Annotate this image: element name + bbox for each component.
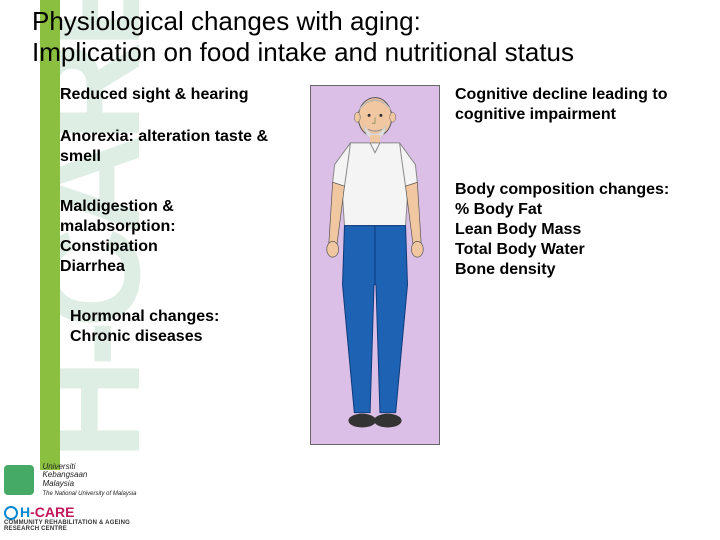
l3-line1: Maldigestion & malabsorption: xyxy=(60,197,290,237)
left-block-4: Hormonal changes: Chronic diseases xyxy=(70,307,290,347)
university-logo-row: Universiti Kebangsaan Malaysia The Natio… xyxy=(4,463,164,498)
footer-logos: Universiti Kebangsaan Malaysia The Natio… xyxy=(4,463,164,532)
hcare-logo: H-CARE COMMUNITY REHABILITATION & AGEING… xyxy=(4,504,164,532)
left-block-2: Anorexia: alteration taste & smell xyxy=(60,127,290,167)
left-block-1: Reduced sight & hearing xyxy=(60,85,290,105)
l4-line1: Hormonal changes: xyxy=(70,307,290,327)
l4-line2: Chronic diseases xyxy=(70,327,290,347)
r2-line5: Bone density xyxy=(455,260,685,280)
right-block-2: Body composition changes: % Body Fat Lea… xyxy=(455,180,685,280)
uni-l3: Malaysia xyxy=(42,479,74,488)
green-accent-bar xyxy=(40,0,60,470)
human-body-icon xyxy=(311,86,439,444)
slide-title: Physiological changes with aging: Implic… xyxy=(32,6,712,68)
title-line-1: Physiological changes with aging: xyxy=(32,6,421,36)
right-column: Cognitive decline leading to cognitive i… xyxy=(455,85,685,302)
left-column: Reduced sight & hearing Anorexia: altera… xyxy=(60,85,290,369)
hcare-rest: -CARE xyxy=(30,504,74,520)
l3-line2: Constipation xyxy=(60,237,290,257)
left-block-3: Maldigestion & malabsorption: Constipati… xyxy=(60,197,290,277)
hcare-subtitle: COMMUNITY REHABILITATION & AGEING RESEAR… xyxy=(4,520,164,532)
right-block-1: Cognitive decline leading to cognitive i… xyxy=(455,85,685,125)
ukm-crest-icon xyxy=(4,465,34,495)
hcare-h: H xyxy=(20,504,30,520)
uni-l2: Kebangsaan xyxy=(42,470,87,479)
uni-l1: Universiti xyxy=(42,462,75,471)
r2-line1: Body composition changes: xyxy=(455,180,685,200)
r2-line2: % Body Fat xyxy=(455,200,685,220)
uni-l4: The National University of Malaysia xyxy=(42,491,136,497)
hcare-globe-icon xyxy=(4,506,18,520)
ukm-text: Universiti Kebangsaan Malaysia The Natio… xyxy=(42,463,152,498)
elderly-man-figure xyxy=(310,85,440,445)
r2-line3: Lean Body Mass xyxy=(455,220,685,240)
l3-line3: Diarrhea xyxy=(60,257,290,277)
r2-line4: Total Body Water xyxy=(455,240,685,260)
title-line-2: Implication on food intake and nutrition… xyxy=(32,37,574,67)
content-area: Reduced sight & hearing Anorexia: altera… xyxy=(60,85,700,465)
